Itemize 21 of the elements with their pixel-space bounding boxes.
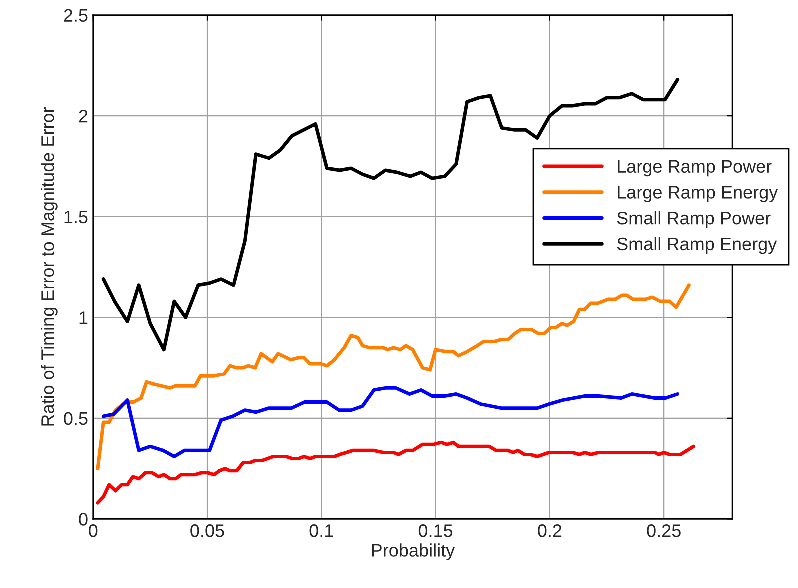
- y-tick-label: 0: [79, 513, 88, 526]
- y-tick-label: 1: [80, 312, 88, 324]
- x-tick-label: 0.25: [647, 524, 681, 538]
- legend-label: Small Ramp Power: [617, 211, 771, 228]
- line-series: [96, 284, 691, 471]
- y-tick-label: 2.5: [64, 9, 88, 22]
- y-tick-label: 1.5: [64, 210, 88, 224]
- y-tick-label: 0.5: [64, 412, 88, 426]
- x-tick-label: 0.05: [190, 524, 224, 538]
- line-series: [102, 386, 680, 458]
- legend-label: Large Ramp Energy: [618, 186, 778, 202]
- x-tick-label: 0: [89, 524, 98, 538]
- y-axis-title: Ratio of Timing Error to Magnitude Error: [41, 107, 58, 426]
- x-axis-title: Probability: [372, 544, 456, 561]
- y-tick-label: 2: [79, 110, 88, 123]
- x-tick-label: 0.15: [418, 524, 453, 538]
- x-tick-label: 0.2: [538, 524, 562, 538]
- legend-label: Large Ramp Power: [618, 160, 772, 177]
- x-tick-label: 0.1: [310, 524, 334, 538]
- line-series: [96, 440, 696, 505]
- legend-label: Small Ramp Energy: [617, 237, 778, 254]
